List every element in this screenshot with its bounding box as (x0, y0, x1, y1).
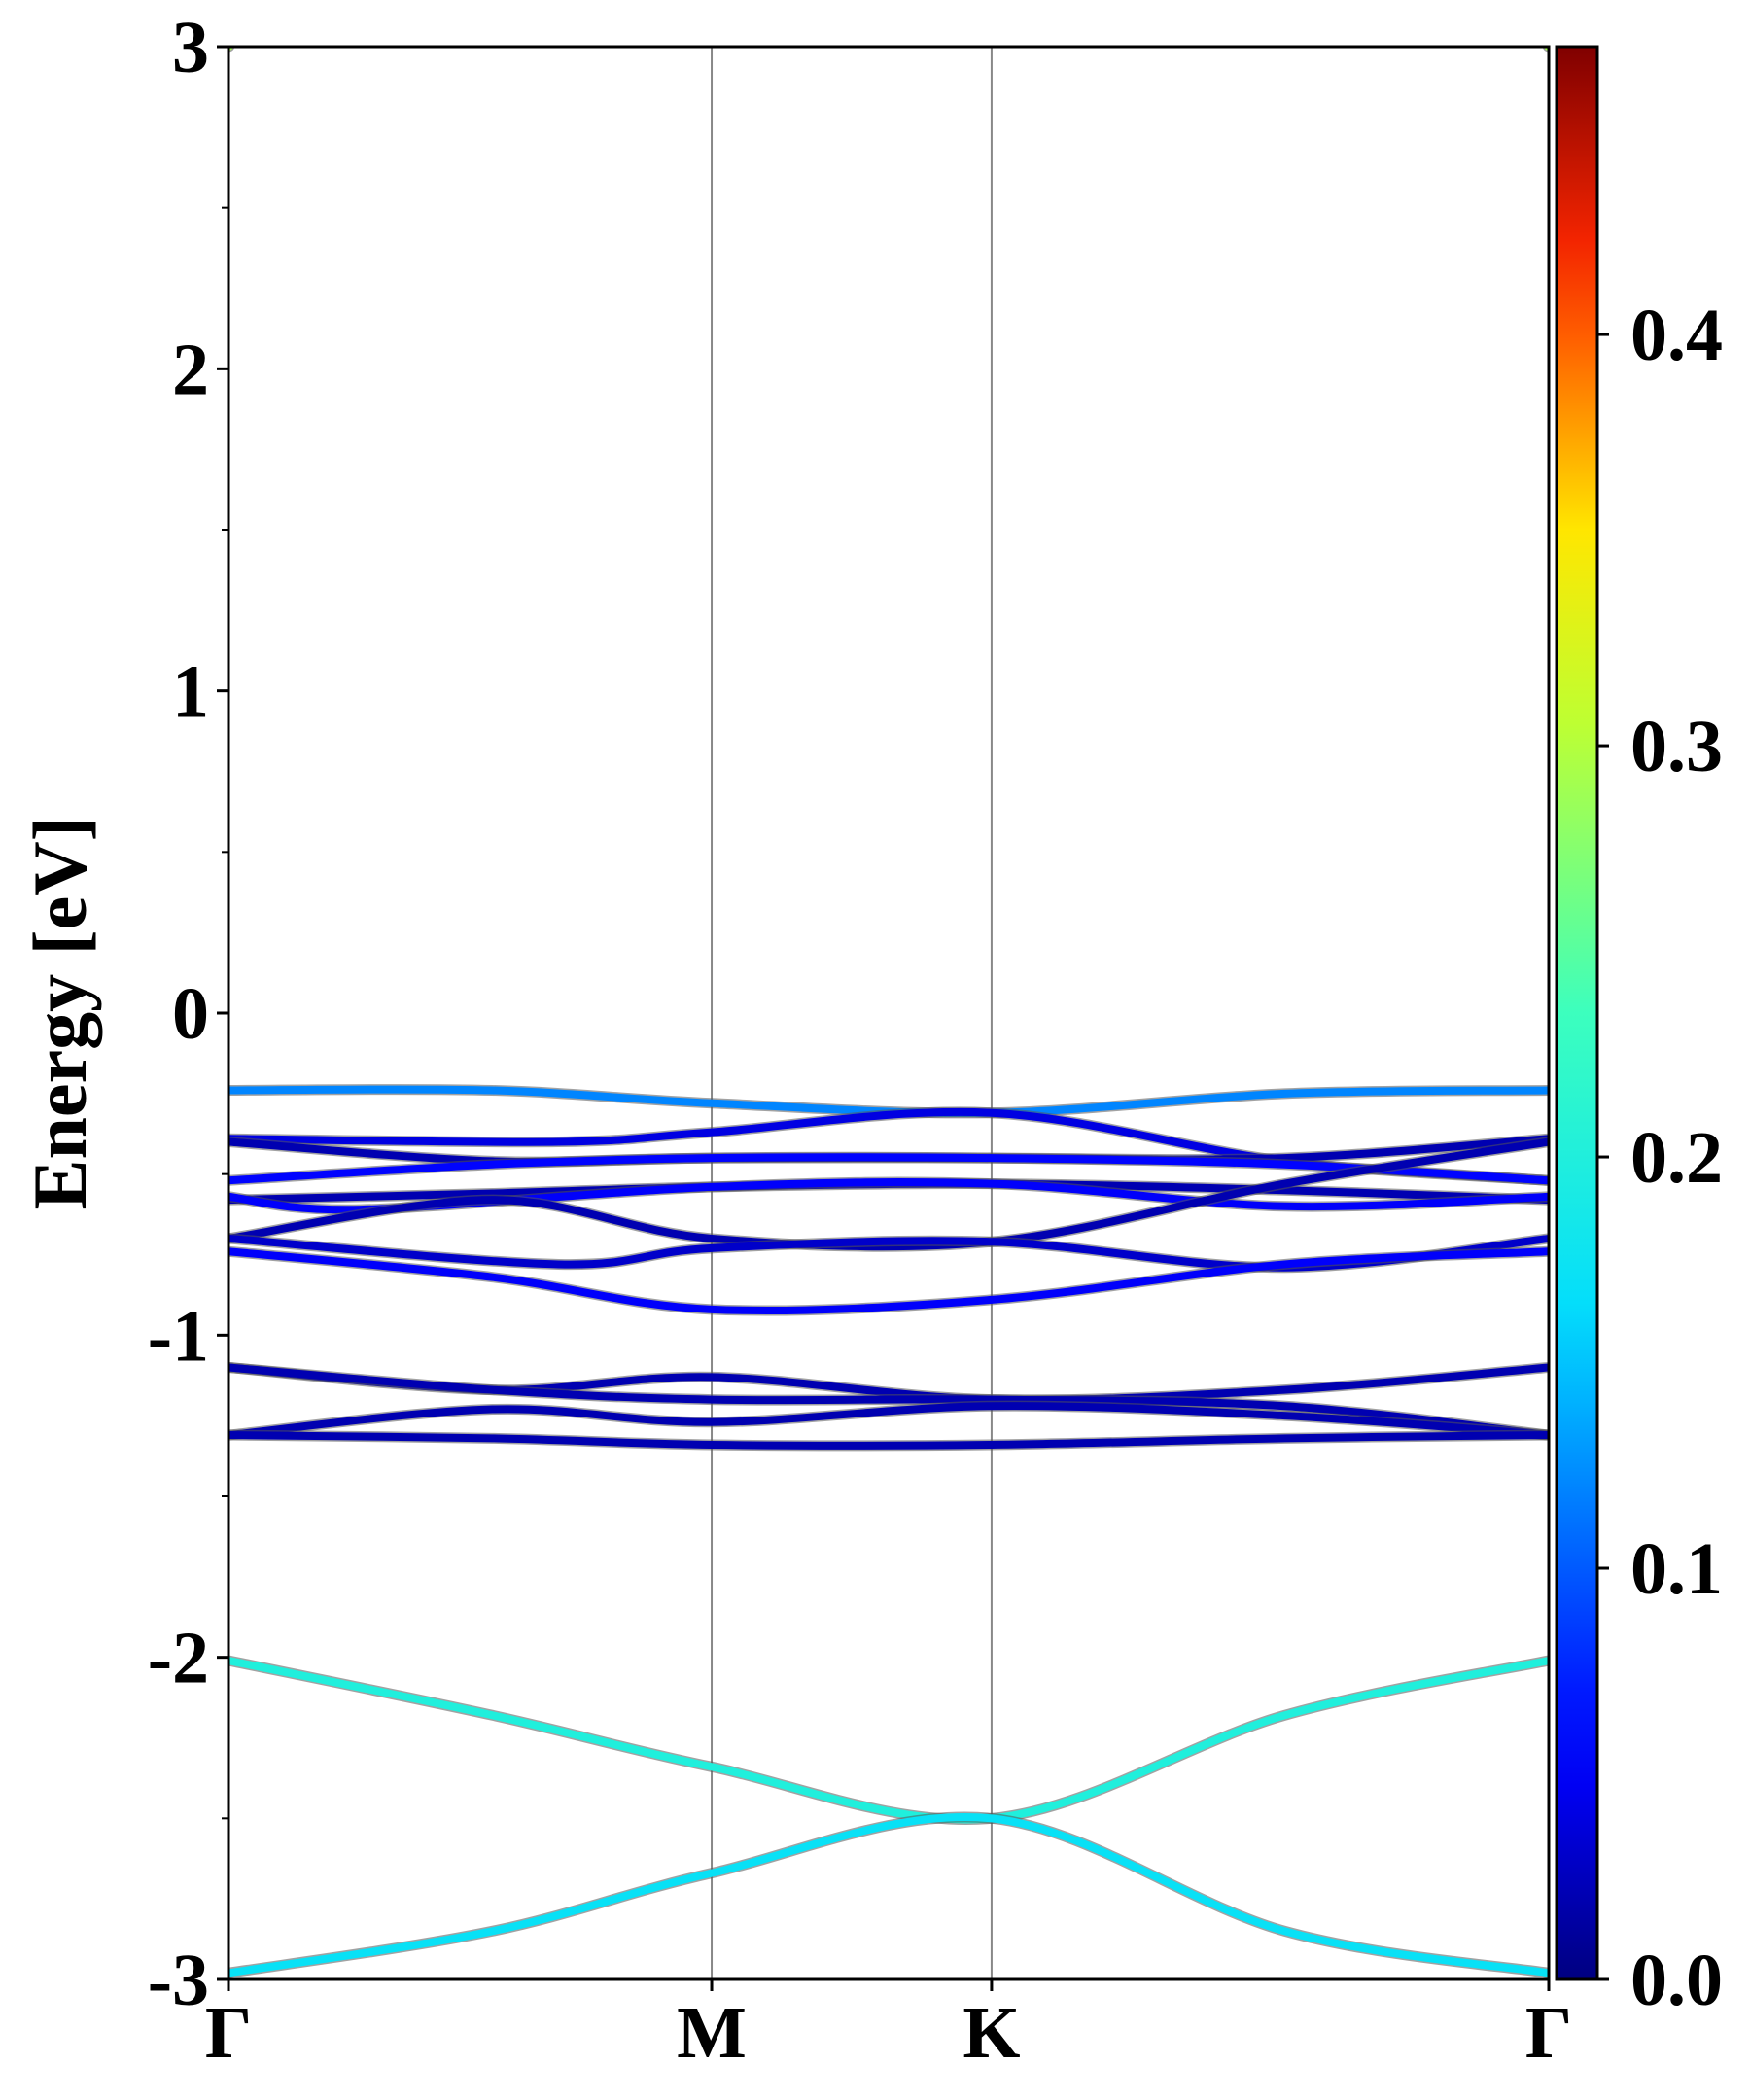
band-line (228, 1813, 1549, 1978)
band-line (228, 1431, 1549, 1450)
band-line-outline (228, 1655, 1549, 1825)
band-line (228, 1402, 1549, 1440)
y-tick-label: 2 (172, 329, 209, 410)
y-axis-label: Energy [eV] (18, 816, 102, 1209)
band-line (228, 1085, 1549, 1117)
band-line (228, 1363, 1549, 1440)
colorbar-tick-label: 0.3 (1630, 706, 1723, 788)
y-tick-label: 0 (172, 973, 209, 1055)
y-tick-label: -3 (148, 1940, 209, 2021)
y-tick-label: 1 (172, 651, 209, 733)
x-tick-label: Γ (205, 1992, 252, 2074)
colorbar-bar (1555, 45, 1599, 1981)
x-tick-label: K (962, 1992, 1020, 2074)
y-tick-label: -2 (148, 1618, 209, 1699)
x-tick-label: M (677, 1992, 747, 2074)
colorbar-tick-label: 0.1 (1630, 1528, 1723, 1610)
y-tick-label: -1 (148, 1295, 209, 1377)
colorbar-tick-label: 0.2 (1630, 1117, 1723, 1199)
plot-area: -3 -2 -1 0 1 2 3 Γ M K Γ (148, 7, 1572, 2074)
y-tick-label: 3 (172, 7, 209, 88)
bands (228, 47, 1549, 1978)
band-line (228, 1247, 1549, 1315)
band-line (228, 1153, 1549, 1185)
x-tick-label: Γ (1525, 1992, 1572, 2074)
plot-frame (227, 45, 1551, 1981)
colorbar-tick-label: 0.4 (1630, 295, 1723, 376)
band-line (228, 1656, 1549, 1824)
colorbar: 0.0 0.1 0.2 0.3 0.4 (1555, 45, 1723, 2021)
colorbar-tick-label: 0.0 (1630, 1940, 1723, 2021)
